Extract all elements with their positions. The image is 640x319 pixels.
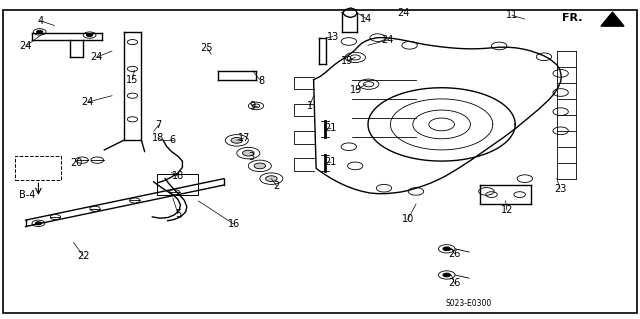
Text: 17: 17 [237,133,250,143]
Text: 5: 5 [175,209,181,219]
Text: 11: 11 [506,10,518,20]
Circle shape [36,30,43,33]
Text: 22: 22 [77,251,90,261]
Text: 25: 25 [200,43,213,53]
Circle shape [231,137,243,143]
Text: 10: 10 [401,214,414,225]
Text: 18: 18 [172,171,184,181]
Circle shape [243,150,254,156]
Text: S023-E0300: S023-E0300 [446,299,492,308]
Text: 23: 23 [554,184,566,194]
Text: 6: 6 [170,135,176,145]
Text: 20: 20 [70,158,83,168]
Text: FR.: FR. [562,12,582,23]
Text: 4: 4 [37,16,44,26]
Circle shape [443,273,451,277]
Text: 19: 19 [349,85,362,95]
Text: 16: 16 [227,219,240,229]
Circle shape [266,176,277,182]
Text: 24: 24 [90,52,102,63]
Text: 13: 13 [326,32,339,42]
Text: 21: 21 [324,157,337,167]
Text: 24: 24 [397,8,410,19]
Polygon shape [601,12,624,26]
Text: 26: 26 [448,278,461,288]
Bar [15,156,61,180]
Circle shape [35,222,42,225]
Text: B-4: B-4 [19,190,35,200]
Circle shape [443,247,451,251]
Text: 24: 24 [19,41,32,51]
Text: 26: 26 [448,249,461,259]
Text: 1: 1 [307,101,313,111]
Text: 2: 2 [273,181,280,191]
Circle shape [254,163,266,169]
Text: 24: 24 [81,97,94,107]
Text: 14: 14 [360,13,372,24]
Text: 21: 21 [324,123,337,133]
Text: 24: 24 [381,35,394,45]
Text: 7: 7 [156,120,162,130]
Text: 19: 19 [341,56,354,66]
Text: 18: 18 [152,133,164,143]
Text: 12: 12 [500,205,513,215]
Text: 3: 3 [248,152,254,162]
Text: 9: 9 [250,101,256,111]
Circle shape [86,33,93,37]
Text: 15: 15 [126,75,139,85]
Bar [157,174,198,195]
Text: 8: 8 [258,76,264,86]
